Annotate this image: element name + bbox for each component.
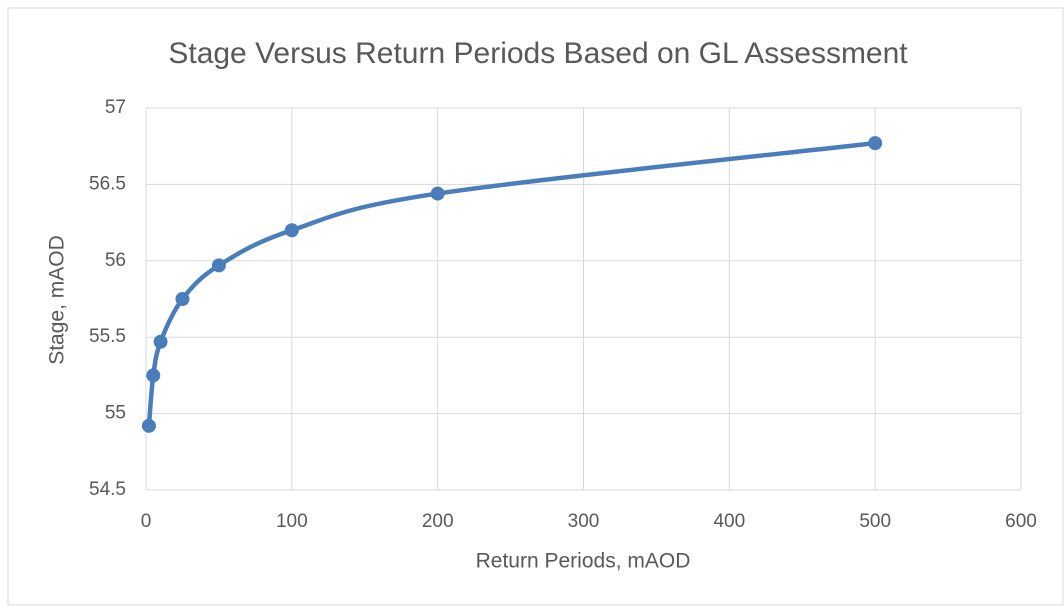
x-axis-label: Return Periods, mAOD <box>476 550 691 573</box>
y-tick-label: 55 <box>105 403 126 424</box>
x-tick-label: 100 <box>276 511 308 532</box>
x-tick-label: 0 <box>141 511 152 532</box>
y-tick-label: 56.5 <box>89 173 126 194</box>
data-point <box>141 418 156 433</box>
data-point <box>153 334 168 349</box>
data-point <box>146 368 161 383</box>
x-tick-label: 200 <box>422 511 454 532</box>
data-point <box>211 258 226 273</box>
data-point <box>284 223 299 238</box>
y-tick-label: 57 <box>105 97 126 118</box>
x-tick-label: 400 <box>713 511 745 532</box>
y-tick-label: 54.5 <box>89 479 126 500</box>
data-point <box>175 292 190 306</box>
y-tick-label: 55.5 <box>89 326 126 347</box>
x-tick-label: 300 <box>568 511 600 532</box>
x-tick-label: 600 <box>1005 511 1037 532</box>
y-tick-label: 56 <box>105 250 126 271</box>
data-point <box>430 186 445 201</box>
data-point <box>868 136 883 151</box>
series-line <box>146 140 876 427</box>
chart-title: Stage Versus Return Periods Based on GL … <box>168 37 908 70</box>
y-axis-label: Stage, mAOD <box>46 235 69 365</box>
x-tick-label: 500 <box>859 511 891 532</box>
chart-border <box>7 7 1064 606</box>
